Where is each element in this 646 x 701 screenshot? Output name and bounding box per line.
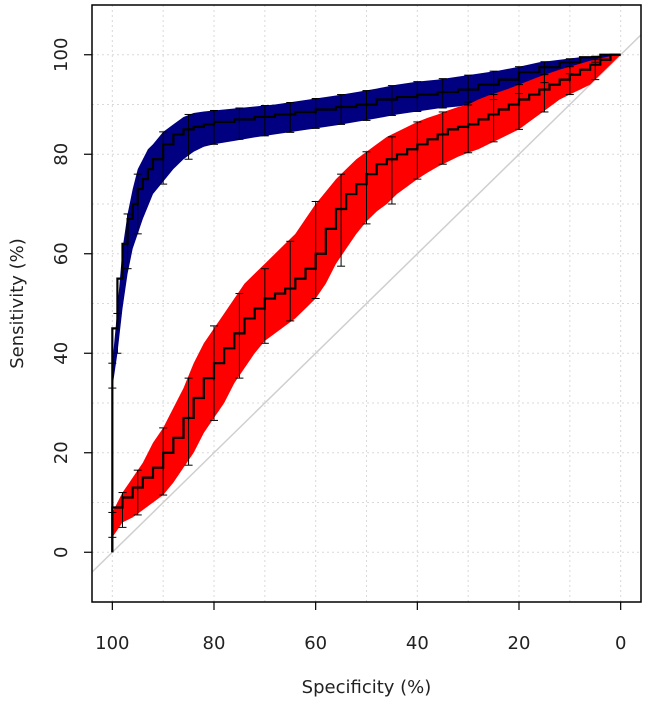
x-tick-label: 100 [95,633,129,654]
y-axis-title: Sensitivity (%) [7,238,28,369]
x-tick-label: 20 [508,633,531,654]
x-tick-label: 80 [203,633,226,654]
plot-frame [91,4,642,603]
axes: 100 80 60 40 20 0 0 20 40 60 80 100 [51,38,626,654]
y-tick-label: 40 [51,342,72,365]
x-tick-label: 60 [304,633,327,654]
x-tick-label: 40 [406,633,429,654]
y-tick-label: 60 [51,242,72,265]
y-tick-label: 100 [51,38,72,72]
y-tick-label: 80 [51,143,72,166]
reference-diagonal-line [91,34,642,573]
roc-curves [111,53,621,553]
x-tick-label: 0 [615,633,626,654]
roc-curve-0 [111,53,621,553]
roc-curve-1 [111,53,621,553]
y-tick-label: 0 [51,547,72,558]
x-axis-title: Specificity (%) [302,677,432,698]
y-tick-label: 20 [51,441,72,464]
